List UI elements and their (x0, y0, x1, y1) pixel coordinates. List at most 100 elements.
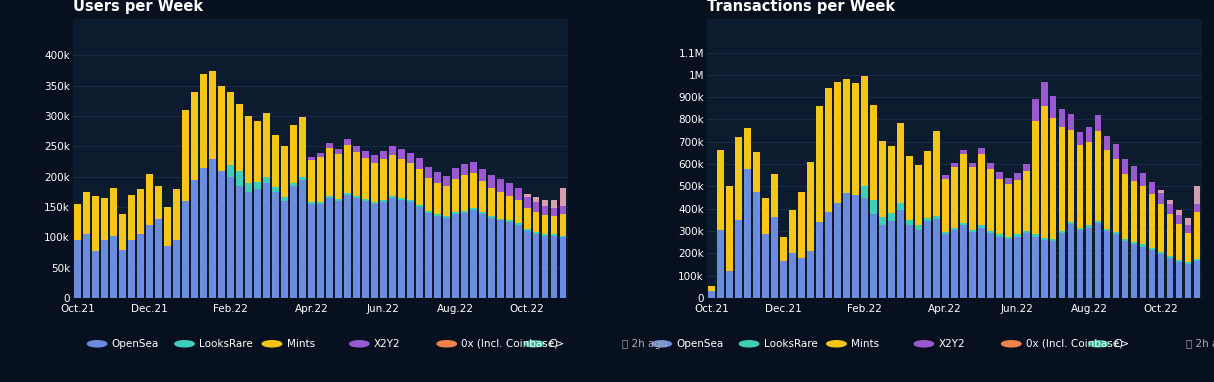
Bar (826, 88, 832, 212)
Bar (726, 186, 733, 271)
Bar (1040, 82, 1048, 106)
Bar (245, 192, 253, 298)
Bar (425, 167, 432, 178)
Bar (807, 251, 813, 298)
Bar (771, 174, 778, 217)
Bar (1158, 193, 1164, 204)
Bar (362, 158, 369, 199)
Bar (515, 225, 522, 298)
Bar (1022, 171, 1029, 231)
Bar (155, 186, 161, 219)
Bar (960, 150, 966, 154)
Bar (497, 219, 504, 220)
Bar (308, 204, 314, 298)
Bar (1104, 150, 1111, 229)
Bar (1077, 145, 1083, 228)
Bar (388, 146, 396, 155)
Text: Users per Week: Users per Week (73, 0, 203, 14)
Bar (1122, 241, 1128, 298)
Bar (470, 162, 477, 173)
Bar (254, 121, 261, 181)
Bar (560, 237, 567, 298)
Bar (119, 250, 126, 298)
Bar (1085, 127, 1093, 142)
Bar (407, 153, 414, 163)
Bar (1077, 132, 1083, 145)
Bar (977, 149, 985, 154)
Bar (879, 141, 886, 217)
Bar (388, 198, 396, 298)
Bar (1059, 231, 1066, 233)
Bar (1059, 110, 1066, 127)
Bar (164, 246, 171, 298)
Bar (987, 233, 993, 298)
Bar (398, 149, 404, 159)
Bar (1167, 214, 1173, 256)
Bar (560, 188, 567, 206)
Bar (398, 200, 404, 298)
Bar (497, 179, 504, 193)
Bar (551, 234, 557, 236)
Bar (219, 171, 225, 298)
Bar (1059, 127, 1066, 231)
Bar (317, 204, 324, 298)
Bar (987, 168, 993, 231)
Bar (371, 202, 378, 204)
Bar (1014, 180, 1021, 235)
Bar (879, 217, 886, 225)
Bar (506, 196, 512, 220)
Bar (407, 200, 414, 202)
Bar (200, 168, 206, 298)
Bar (327, 198, 333, 298)
Bar (425, 213, 432, 298)
Bar (771, 217, 778, 298)
Bar (147, 174, 153, 225)
Bar (371, 163, 378, 202)
Bar (1022, 164, 1029, 171)
Bar (736, 220, 742, 298)
Bar (870, 200, 877, 214)
Bar (1085, 228, 1093, 298)
Bar (515, 200, 522, 223)
Bar (541, 206, 549, 215)
Bar (1085, 142, 1093, 225)
Bar (478, 212, 486, 214)
Bar (560, 206, 567, 214)
Bar (924, 221, 931, 298)
Bar (879, 225, 886, 298)
Bar (861, 197, 868, 298)
Bar (1014, 235, 1021, 236)
Bar (335, 199, 342, 201)
Bar (533, 234, 539, 298)
Bar (282, 197, 288, 201)
Bar (1113, 232, 1119, 235)
Bar (327, 196, 333, 198)
Bar (1104, 136, 1111, 150)
Bar (560, 236, 567, 237)
Bar (398, 159, 404, 198)
Bar (1050, 241, 1056, 298)
Bar (263, 177, 270, 183)
Bar (717, 230, 724, 298)
Bar (380, 159, 387, 200)
Bar (906, 156, 913, 220)
Bar (977, 154, 985, 225)
Bar (416, 207, 422, 298)
Bar (834, 203, 841, 298)
Bar (1140, 244, 1146, 247)
Bar (443, 175, 449, 186)
Bar (344, 193, 351, 195)
Bar (1113, 144, 1119, 159)
Bar (533, 233, 539, 234)
Bar (726, 271, 733, 298)
Bar (200, 74, 206, 168)
Text: OpenSea: OpenSea (676, 339, 724, 349)
Bar (299, 117, 306, 177)
Bar (433, 172, 441, 183)
Bar (1185, 264, 1191, 298)
Bar (969, 163, 976, 167)
Bar (1005, 178, 1011, 184)
Bar (1175, 210, 1182, 215)
Bar (551, 215, 557, 234)
Bar (533, 197, 539, 202)
